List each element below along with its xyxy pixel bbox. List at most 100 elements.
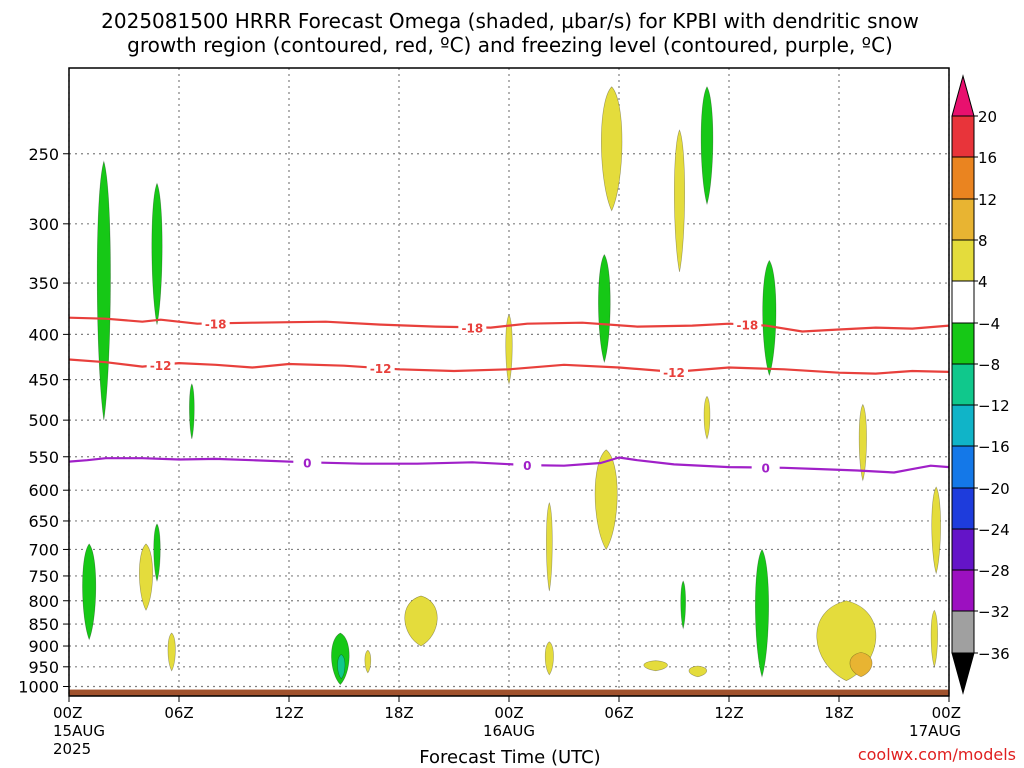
omega-cell — [151, 182, 163, 325]
colorbar-bin — [951, 610, 975, 654]
x-tick-label-time: 00Z — [53, 704, 82, 722]
contour-label-bg — [293, 454, 322, 470]
x-axis-label: Forecast Time (UTC) — [419, 747, 600, 768]
y-tick-label: 550 — [28, 448, 59, 467]
omega-cell — [858, 403, 867, 482]
y-tick-label: 950 — [28, 658, 59, 677]
colorbar-bin — [951, 239, 975, 282]
omega-cell — [688, 665, 707, 678]
contour-label: 0 — [523, 459, 531, 473]
colorbar-bin — [951, 280, 975, 324]
colorbar-bin — [951, 404, 975, 447]
colorbar-label: −20 — [978, 480, 1010, 498]
x-tick-label-time: 00Z — [932, 704, 961, 722]
omega-cell — [404, 595, 438, 647]
colorbar-label: −24 — [978, 521, 1010, 539]
colorbar-bottom-arrow — [951, 652, 975, 695]
contour-label: -18 — [205, 317, 227, 331]
omega-cell — [544, 641, 554, 676]
x-tick-label-date: 16AUG — [483, 722, 535, 740]
omega-cell — [703, 395, 711, 440]
colorbar-bin — [951, 363, 975, 406]
colorbar-bin — [951, 322, 975, 365]
contour-freezing_zero — [69, 456, 949, 474]
x-tick-label-time: 12Z — [714, 704, 743, 722]
colorbar-label: −16 — [978, 438, 1010, 456]
contour-label: -18 — [461, 321, 483, 335]
contour-label-bg — [660, 363, 688, 379]
colorbar-label: 12 — [978, 191, 997, 209]
omega-cell — [755, 548, 769, 678]
y-tick-label: 850 — [28, 615, 59, 634]
colorbar-bin — [951, 487, 975, 530]
x-tick-label-time: 06Z — [604, 704, 633, 722]
omega-cell — [594, 449, 618, 551]
contour-label-bg — [513, 457, 542, 473]
y-tick-label: 600 — [28, 481, 59, 500]
source-credit: coolwx.com/models — [858, 745, 1016, 764]
contour-dgz_minus18 — [69, 316, 949, 333]
colorbar-label: −36 — [978, 645, 1010, 663]
contour-label: -12 — [150, 359, 172, 373]
omega-cell — [598, 254, 611, 364]
colorbar-label: 20 — [978, 108, 997, 126]
colorbar-label: −12 — [978, 397, 1010, 415]
contour-label: -12 — [370, 362, 392, 376]
colorbar-label: 4 — [978, 273, 988, 291]
omega-cell — [82, 543, 97, 641]
x-tick-label-year: 2025 — [53, 740, 91, 758]
colorbar-label: 16 — [978, 149, 997, 167]
colorbar-label: −28 — [978, 562, 1010, 580]
y-tick-label: 700 — [28, 540, 59, 559]
omega-cell — [546, 501, 553, 592]
omega-cell — [96, 160, 111, 421]
chart-title-line2: growth region (contoured, red, ºC) and f… — [127, 33, 893, 57]
x-tick-label-time: 18Z — [384, 704, 413, 722]
x-tick-label-time: 00Z — [494, 704, 523, 722]
colorbar-bin — [951, 156, 975, 200]
contour-dgz_minus12 — [69, 358, 949, 375]
colorbar-top-arrow — [951, 74, 975, 117]
colorbar-bin — [951, 198, 975, 241]
y-tick-label: 800 — [28, 592, 59, 611]
omega-cell — [167, 632, 176, 672]
colorbar-label: −8 — [978, 356, 1000, 374]
omega-cell — [601, 86, 623, 212]
contour-label: -12 — [663, 366, 685, 380]
y-tick-label: 450 — [28, 371, 59, 390]
omega-cell — [337, 654, 346, 680]
omega-cell — [153, 523, 161, 583]
y-tick-label: 900 — [28, 637, 59, 656]
omega-cell — [931, 486, 941, 575]
omega-cell — [762, 259, 777, 377]
omega-cell — [139, 543, 153, 611]
omega-cell — [505, 314, 513, 386]
contour-label-bg — [733, 316, 762, 332]
omega-cell — [189, 383, 195, 439]
contour-label-bg — [458, 319, 487, 335]
x-tick-label-date: 15AUG — [53, 722, 105, 740]
y-tick-label: 350 — [28, 274, 59, 293]
y-tick-label: 400 — [28, 325, 59, 344]
ground-below-surface — [69, 689, 949, 696]
omega-cell — [674, 129, 685, 272]
contour-label-bg — [146, 356, 175, 372]
temperature-contours: -18 -18 -18 -12 -12 -12 0 0 0 — [69, 315, 949, 476]
omega-cell — [700, 86, 714, 206]
colorbar-bin — [951, 528, 975, 571]
contour-label: 0 — [761, 462, 769, 476]
y-tick-label: 650 — [28, 512, 59, 531]
x-tick-label-time: 18Z — [824, 704, 853, 722]
ground-band — [69, 689, 949, 696]
omega-cell — [849, 652, 873, 678]
contour-label: -18 — [736, 319, 758, 333]
colorbar-bin — [951, 445, 975, 489]
colorbar-label: 8 — [978, 232, 988, 250]
omega-cell — [643, 660, 668, 672]
omega-cell — [930, 609, 938, 668]
contour-label-bg — [751, 459, 780, 475]
y-tick-label: 500 — [28, 411, 59, 430]
colorbar-bin — [951, 569, 975, 612]
colorbar-label: −4 — [978, 315, 1000, 333]
